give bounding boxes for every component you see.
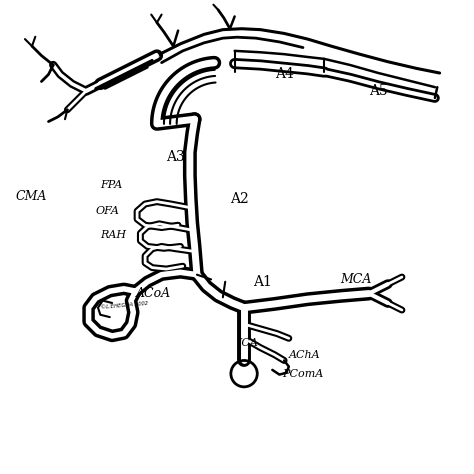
Text: OFA: OFA	[96, 206, 119, 216]
Text: ACoA: ACoA	[136, 287, 171, 300]
Text: ICA: ICA	[237, 338, 258, 348]
Text: AChA: AChA	[289, 350, 320, 360]
Text: ©L.EHEGDA 2002: ©L.EHEGDA 2002	[100, 301, 148, 310]
Text: MCA: MCA	[341, 273, 372, 286]
Text: A1: A1	[254, 275, 273, 289]
Text: RAH: RAH	[100, 229, 127, 240]
Text: A2: A2	[230, 192, 249, 206]
Text: PComA: PComA	[282, 369, 323, 379]
Text: A3: A3	[166, 150, 185, 164]
Text: A5: A5	[369, 84, 388, 98]
Text: FPA: FPA	[100, 180, 123, 190]
Text: A4: A4	[275, 67, 293, 82]
Text: CMA: CMA	[16, 191, 47, 203]
